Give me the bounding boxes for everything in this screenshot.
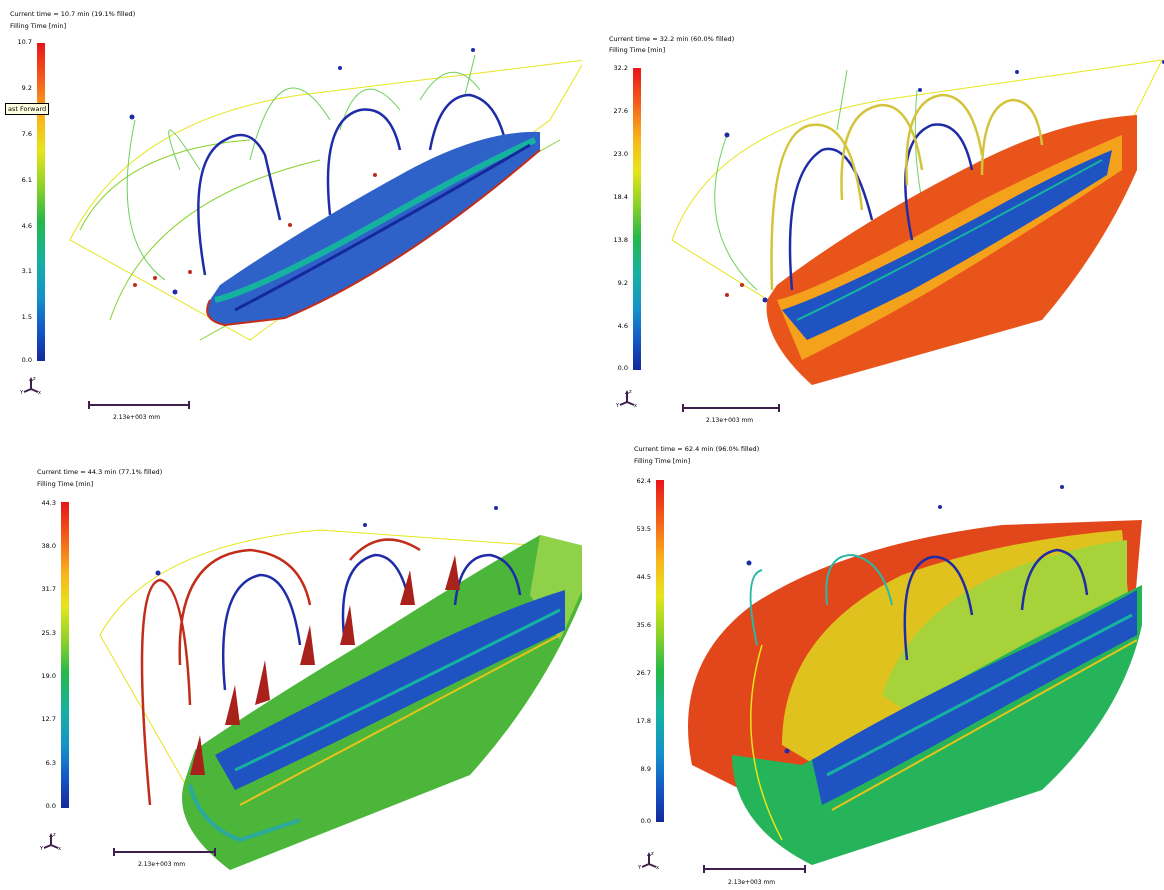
legend-tick: 1.5 [21,313,32,321]
legend-tick: 44.5 [636,573,651,581]
legend-tick: 31.7 [41,585,56,593]
legend-title: Filling Time [min] [10,22,67,30]
axis-letter-x: x [656,865,659,871]
scale-label: 2.13e+003 mm [728,879,776,886]
legend-tick: 8.9 [640,765,651,773]
legend-tick: 3.1 [21,267,32,275]
color-legend-bar [656,480,664,822]
filling-model-view-4[interactable] [582,445,1164,890]
axis-triad-icon: z Y x [616,389,637,409]
legend-tick: 0.0 [617,364,628,372]
axis-triad-icon: z Y x [40,832,61,852]
color-legend-bar [61,502,69,808]
color-legend-bar [37,43,45,361]
legend-tick: 0.0 [640,817,651,825]
axis-letter-z: z [53,832,56,838]
legend-title: Filling Time [min] [634,457,691,465]
scale-label: 2.13e+003 mm [138,861,186,868]
axis-triad-icon: z Y x [638,851,659,871]
axis-letter-y: Y [638,865,642,871]
legend-title: Filling Time [min] [609,46,666,54]
status-text: Current time = 10.7 min (19.1% filled) [10,10,136,18]
legend-tick: 0.0 [21,356,32,364]
legend-tick: 0.0 [45,802,56,810]
legend-tick: 6.3 [45,759,56,767]
legend-tick: 32.2 [613,64,628,72]
filling-model-view-3[interactable] [0,445,582,890]
axis-letter-y: Y [40,846,44,852]
legend-tick: 12.7 [41,715,56,723]
scale-bar [703,865,806,873]
legend-tick: 27.6 [613,107,628,115]
axis-triad-icon: z Y x [20,376,41,396]
axis-letter-z: z [651,851,654,857]
status-text: Current time = 32.2 min (60.0% filled) [609,35,735,43]
filling-model-view-2[interactable] [582,0,1164,445]
axis-letter-z: z [33,376,36,382]
legend-tick: 23.0 [613,150,628,158]
result-panel-2[interactable]: Current time = 32.2 min (60.0% filled) F… [582,0,1164,445]
filling-model-view-1[interactable] [0,0,582,445]
axis-letter-x: x [38,390,41,396]
legend-tick: 25.3 [41,629,56,637]
legend-tick: 10.7 [17,38,32,46]
color-legend-bar [633,68,641,370]
legend-tick: 17.8 [636,717,651,725]
fast-forward-tooltip: ast Forward [5,103,50,115]
axis-letter-y: Y [20,390,24,396]
legend-tick: 44.3 [41,499,56,507]
legend-tick: 6.1 [21,176,32,184]
legend-tick: 7.6 [21,130,32,138]
legend-tick: 18.4 [613,193,628,201]
status-text: Current time = 44.3 min (77.1% filled) [37,468,163,476]
legend-tick: 26.7 [636,669,651,677]
axis-letter-x: x [58,846,61,852]
result-panel-1[interactable]: Current time = 10.7 min (19.1% filled) F… [0,0,582,445]
legend-tick: 9.2 [21,84,32,92]
axis-letter-x: x [634,403,637,409]
scale-bar [88,401,190,409]
legend-tick: 53.5 [636,525,651,533]
axis-letter-z: z [629,389,632,395]
status-text: Current time = 62.4 min (96.0% filled) [634,445,760,453]
scale-label: 2.13e+003 mm [706,417,754,424]
legend-tick: 38.0 [41,542,56,550]
legend-tick: 4.6 [21,222,32,230]
scale-label: 2.13e+003 mm [113,414,161,421]
legend-tick: 4.6 [617,322,628,330]
legend-tick: 19.0 [41,672,56,680]
legend-title: Filling Time [min] [37,480,94,488]
legend-tick: 35.6 [636,621,651,629]
scale-bar [682,404,780,412]
legend-tick: 13.8 [613,236,628,244]
axis-letter-y: Y [616,403,620,409]
legend-tick: 9.2 [617,279,628,287]
result-panel-3[interactable]: Current time = 44.3 min (77.1% filled) F… [0,445,582,890]
legend-tick: 62.4 [636,477,651,485]
scale-bar [113,848,216,856]
result-panel-4[interactable]: Current time = 62.4 min (96.0% filled) F… [582,445,1164,890]
